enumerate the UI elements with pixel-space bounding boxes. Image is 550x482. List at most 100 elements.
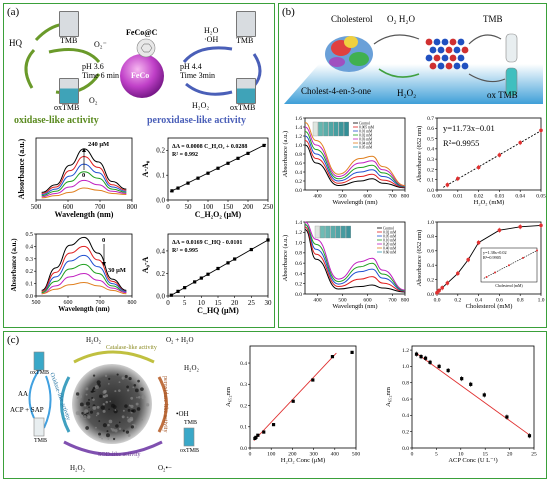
o2h2o-label: O₂ H₂O bbox=[387, 14, 416, 24]
y-tick-label: 0.0 bbox=[156, 292, 165, 300]
c-h2o2-b: H₂O₂ bbox=[70, 464, 85, 472]
time-right: Time 3min bbox=[180, 71, 216, 80]
tem-particle bbox=[102, 390, 107, 394]
spectrum-line-3 bbox=[304, 131, 406, 187]
y-axis-label: Absorbance (652 nm) bbox=[416, 230, 423, 287]
vial-0 bbox=[314, 225, 320, 239]
tem-particle bbox=[84, 404, 87, 407]
tem-particle bbox=[88, 406, 90, 409]
tem-particle bbox=[133, 383, 137, 387]
panel-a-label: (a) bbox=[7, 6, 20, 18]
o2-label: O₂ bbox=[89, 96, 98, 105]
arrow-o2-radical bbox=[48, 48, 101, 64]
x-axis-label: H₂O₂ Conc (μM) bbox=[281, 457, 325, 464]
tem-particle bbox=[130, 404, 134, 409]
y-tick-label: 1.2 bbox=[402, 348, 409, 354]
x-tick-label: 150 bbox=[223, 203, 234, 211]
data-point bbox=[249, 247, 253, 252]
tem-particle bbox=[98, 420, 101, 423]
tube-oxtmb bbox=[505, 67, 518, 97]
tem-particle bbox=[107, 438, 110, 440]
oh-label: ·OH bbox=[204, 35, 219, 44]
x-tick-label: 700 bbox=[95, 203, 106, 211]
spectrum-line-0 bbox=[304, 228, 406, 293]
x-tick-label: 15 bbox=[482, 452, 488, 458]
vial-6 bbox=[346, 225, 351, 239]
nanoparticle-1 bbox=[429, 46, 437, 54]
equation: ΔA = 0.0169 C_HQ - 0.0101 bbox=[172, 240, 242, 246]
tem-particle bbox=[110, 427, 113, 430]
tem-particle bbox=[105, 433, 110, 438]
y-tick-label: 0.0 bbox=[295, 292, 302, 298]
y-axis-label: Absorbance (a.u.) bbox=[10, 238, 18, 292]
y-tick-label: 0.1 bbox=[427, 178, 434, 184]
h2o2-label-b: H₂O₂ bbox=[397, 88, 417, 98]
x-tick-label: 0.8 bbox=[517, 298, 524, 304]
graphene-icon bbox=[136, 38, 156, 58]
tem-texture bbox=[75, 373, 150, 441]
tem-particle bbox=[118, 421, 121, 424]
x-tick-label: 800 bbox=[128, 300, 137, 306]
x-tick-label: 5 bbox=[183, 299, 187, 307]
tem-particle bbox=[102, 403, 105, 406]
arrow-aa bbox=[28, 365, 43, 419]
data-point bbox=[193, 280, 197, 284]
data-point bbox=[271, 423, 276, 427]
y-tick-label: 0.4 bbox=[427, 147, 434, 153]
x-axis-label: Wavelength (nm) bbox=[58, 305, 110, 313]
tem-particle bbox=[96, 412, 100, 415]
plot-frame bbox=[35, 233, 133, 297]
tem-particle bbox=[79, 402, 84, 407]
arrow-oxtmb-hq bbox=[24, 48, 36, 89]
tem-particle bbox=[102, 423, 107, 428]
data-point bbox=[527, 434, 532, 438]
plot-frame bbox=[249, 345, 357, 449]
nanoparticle-3 bbox=[429, 62, 437, 70]
inset-point bbox=[522, 256, 524, 259]
tem-particle bbox=[100, 405, 105, 410]
y-tick-label: 1.4 bbox=[295, 220, 302, 226]
legend-label: 0.04 mM bbox=[359, 142, 373, 146]
plot-frame bbox=[35, 137, 133, 201]
spectrum-line-0 bbox=[304, 144, 406, 189]
spectrum-line-5 bbox=[41, 281, 127, 295]
inset-point bbox=[485, 275, 488, 278]
data-point bbox=[539, 128, 543, 133]
data-point bbox=[497, 228, 502, 233]
c-oxtmb-r: oxTMB bbox=[180, 448, 200, 454]
y-tick-label: 0.0 bbox=[156, 196, 165, 204]
tem-particle bbox=[118, 427, 122, 431]
spectrum-line-1 bbox=[41, 245, 127, 292]
tem-particle bbox=[78, 394, 83, 399]
data-point bbox=[423, 356, 428, 360]
chart-b-linear-top: 0.00 0.01 0.02 0.03 0.04 0.05 0.0 0.1 0.2 0.3 0.4 0… bbox=[416, 116, 546, 206]
tem-particle bbox=[118, 381, 121, 384]
x-tick-label: 600 bbox=[64, 300, 73, 306]
spectrum-line-4 bbox=[304, 126, 406, 187]
y-tick-label: 0.6 bbox=[427, 126, 434, 132]
spectrum-line-5 bbox=[304, 122, 406, 186]
tem-particle bbox=[98, 432, 102, 436]
tem-particle bbox=[130, 425, 135, 429]
plot-frame bbox=[304, 221, 406, 295]
arrow-h2o2 bbox=[185, 82, 233, 96]
data-point bbox=[456, 271, 460, 276]
x-tick-label: 400 bbox=[313, 298, 322, 304]
tem-particle bbox=[92, 406, 97, 410]
x-tick-label: 0.2 bbox=[454, 298, 461, 304]
tem-particle bbox=[86, 412, 88, 415]
tem-particle bbox=[84, 409, 89, 414]
plot-frame bbox=[436, 117, 542, 191]
arrow-head bbox=[82, 148, 86, 152]
data-point bbox=[183, 286, 187, 290]
tem-particle bbox=[91, 396, 94, 399]
tem-particle bbox=[114, 390, 117, 393]
tem-particle bbox=[89, 410, 94, 414]
fit-line bbox=[416, 352, 530, 436]
x-tick-label: 0 bbox=[166, 299, 170, 307]
chart-a-spectra-top: 500 600 700 800 Wavelength (nm) Absorbance (a… bbox=[17, 137, 138, 219]
x-tick-label: 500 bbox=[352, 452, 361, 458]
c-o2h2o: O₂ + H₂O bbox=[166, 336, 194, 344]
x-axis-label: Wavelength (nm) bbox=[55, 210, 114, 219]
chart-b-spectra-top: 400 500 600 700 800 0.0 0.2 0.4 0.6 0.8 1.0 1.2 1.4 1… bbox=[282, 116, 409, 206]
